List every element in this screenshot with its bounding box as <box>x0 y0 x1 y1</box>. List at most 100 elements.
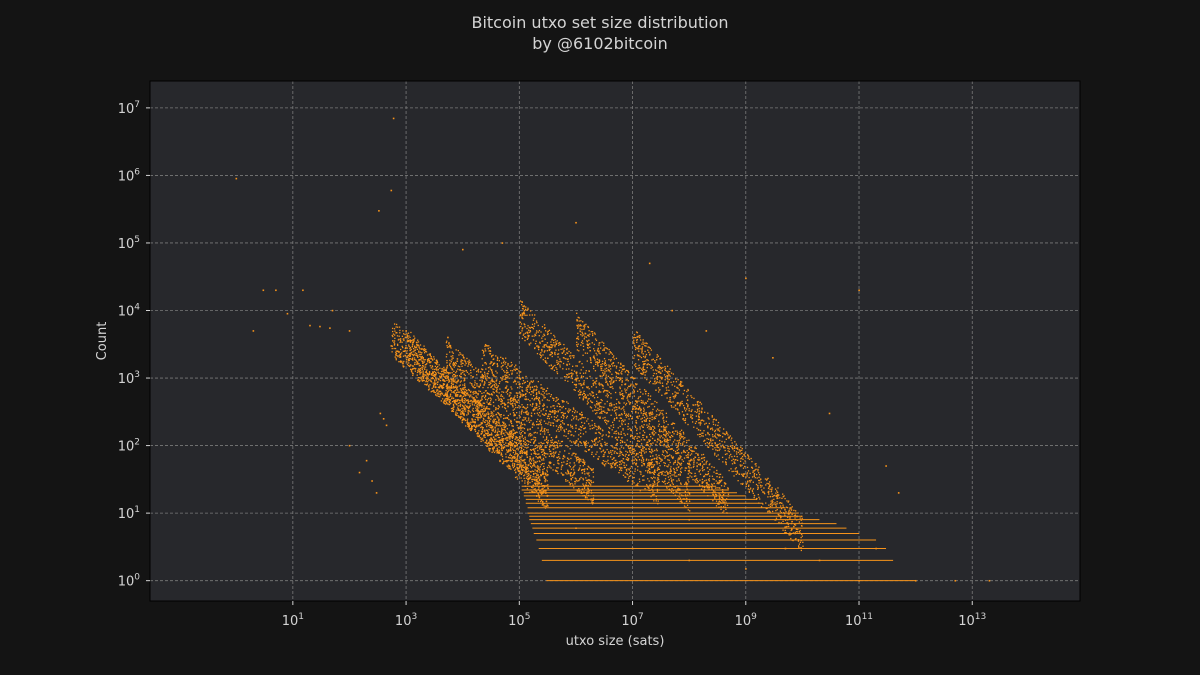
data-point <box>577 438 579 440</box>
data-point <box>464 418 466 420</box>
data-point <box>656 468 659 470</box>
data-point <box>635 462 638 464</box>
data-point <box>508 467 510 470</box>
data-point <box>581 384 583 386</box>
data-point <box>618 420 621 422</box>
data-point <box>538 481 540 483</box>
data-point <box>506 393 509 395</box>
data-point <box>554 410 556 412</box>
data-point <box>603 464 605 466</box>
data-point <box>672 467 675 470</box>
data-point <box>580 458 582 460</box>
data-point <box>446 386 449 389</box>
data-point <box>423 361 426 363</box>
data-point <box>535 478 538 480</box>
data-point <box>534 482 536 484</box>
data-point <box>426 363 428 365</box>
data-point <box>407 356 409 358</box>
data-point <box>453 366 455 368</box>
data-point <box>637 439 639 442</box>
data-point <box>524 452 526 455</box>
data-point <box>593 357 596 359</box>
data-point <box>566 401 568 403</box>
data-point <box>446 393 449 395</box>
data-point <box>653 493 655 496</box>
data-point <box>490 398 492 400</box>
data-point <box>530 453 533 455</box>
data-point <box>543 407 545 410</box>
data-point <box>490 418 492 420</box>
data-point <box>450 389 452 392</box>
data-point <box>550 351 552 353</box>
data-point <box>584 443 586 446</box>
data-point <box>465 425 467 427</box>
data-point <box>496 447 498 450</box>
data-point <box>494 441 496 443</box>
data-point <box>638 451 641 454</box>
data-point <box>605 389 607 392</box>
data-point <box>463 408 466 410</box>
data-point <box>528 435 530 437</box>
data-point <box>464 388 466 391</box>
data-point <box>622 407 624 409</box>
data-point <box>523 382 526 384</box>
data-point <box>684 467 687 469</box>
data-point <box>529 310 532 312</box>
data-point <box>446 360 448 362</box>
data-point <box>618 455 620 458</box>
data-point <box>436 365 439 368</box>
data-point <box>503 460 505 462</box>
data-point <box>540 354 542 356</box>
data-point <box>553 413 556 415</box>
data-point <box>509 398 511 401</box>
data-point <box>550 344 552 346</box>
data-point <box>480 409 482 411</box>
data-point <box>555 349 557 351</box>
data-point <box>443 380 445 382</box>
data-point <box>571 369 573 371</box>
data-point <box>479 437 481 439</box>
data-point <box>649 462 651 465</box>
data-point <box>526 466 529 469</box>
data-point <box>553 418 556 421</box>
data-point <box>458 354 460 356</box>
data-point <box>575 442 577 444</box>
data-point <box>499 425 501 427</box>
data-point <box>486 439 488 441</box>
data-point <box>547 439 549 442</box>
data-point <box>631 410 633 413</box>
data-point <box>547 431 549 433</box>
data-point <box>529 383 531 385</box>
data-point <box>437 381 439 383</box>
data-point <box>650 411 652 413</box>
data-point <box>680 452 683 454</box>
data-point <box>459 416 461 418</box>
data-point <box>599 384 601 386</box>
data-point <box>601 384 603 386</box>
data-point <box>688 463 690 465</box>
data-point <box>634 377 636 379</box>
data-point <box>583 460 585 462</box>
data-point <box>445 400 448 402</box>
data-point <box>519 446 521 449</box>
data-point <box>520 473 523 475</box>
data-point <box>425 374 427 377</box>
data-point <box>587 449 590 451</box>
data-point <box>395 326 397 328</box>
data-point <box>539 433 542 435</box>
data-point <box>654 483 656 485</box>
data-point <box>573 411 576 414</box>
data-point <box>587 386 589 388</box>
data-point <box>522 406 524 408</box>
data-point <box>458 399 460 401</box>
data-point <box>521 469 524 472</box>
data-point <box>456 389 459 391</box>
data-point <box>641 402 644 404</box>
data-point <box>525 396 527 398</box>
data-point <box>610 464 612 467</box>
data-point <box>718 503 720 505</box>
data-point <box>661 471 663 473</box>
data-point <box>411 344 414 346</box>
data-point <box>543 505 545 507</box>
data-point <box>595 437 598 439</box>
